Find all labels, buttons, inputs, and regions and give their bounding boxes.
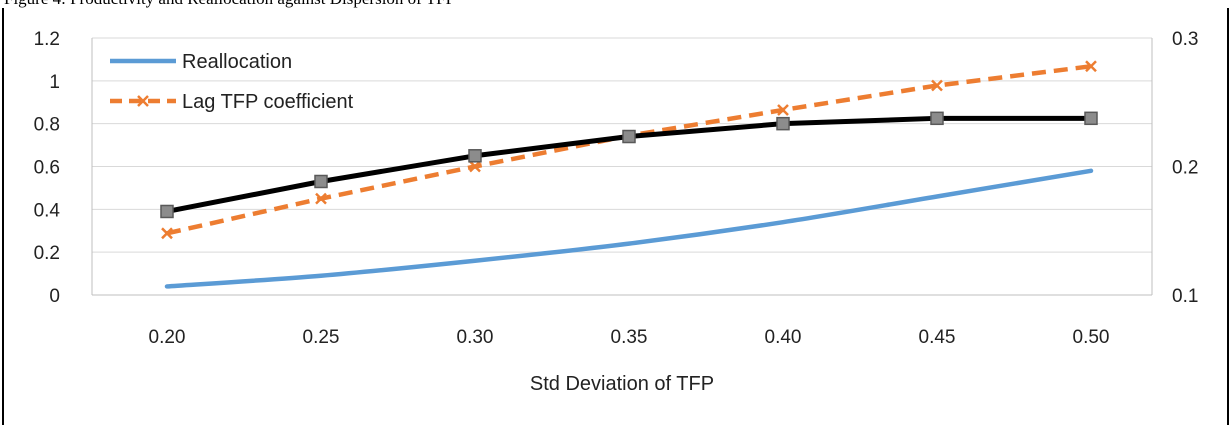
series-3-marker: [931, 112, 943, 124]
legend: Reallocation Lag TFP coefficient: [110, 51, 354, 113]
series-3-marker: [469, 150, 481, 162]
x-tick-label: 0.20: [149, 327, 186, 348]
y-left-tick-label: 0.6: [34, 158, 60, 179]
y-left-tick-label: 0.2: [34, 243, 60, 264]
series-3-marker: [623, 131, 635, 143]
legend-label: Lag TFP coefficient: [182, 91, 354, 113]
x-tick-label: 0.30: [457, 327, 494, 348]
x-tick-label: 0.45: [919, 327, 956, 348]
legend-item-reallocation: Reallocation: [110, 51, 292, 73]
x-tick-label: 0.40: [765, 327, 802, 348]
legend-item-lag-tfp-coefficient: Lag TFP coefficient: [110, 91, 354, 113]
x-tick-label: 0.25: [303, 327, 340, 348]
y-right-tick-label: 0.1: [1172, 286, 1198, 307]
y-left-tick-label: 0.4: [34, 200, 61, 221]
y-right-tick-label: 0.3: [1172, 29, 1198, 50]
x-tick-label: 0.35: [611, 327, 648, 348]
x-axis-title: Std Deviation of TFP: [530, 373, 714, 395]
y-left-tick-label: 0: [49, 286, 60, 307]
y-left-tick-label: 0.8: [34, 115, 60, 136]
series-3-marker: [777, 118, 789, 130]
reallocation-line: [167, 171, 1091, 287]
y-right-tick-label: 0.2: [1172, 158, 1198, 179]
series-3-marker: [315, 175, 327, 187]
series-3-marker: [161, 205, 173, 217]
y-left-tick-label: 1.2: [34, 29, 60, 50]
legend-label: Reallocation: [182, 51, 292, 73]
y-left-tick-label: 1: [49, 72, 60, 93]
series-3-marker: [1085, 112, 1097, 124]
x-tick-label: 0.50: [1073, 327, 1110, 348]
